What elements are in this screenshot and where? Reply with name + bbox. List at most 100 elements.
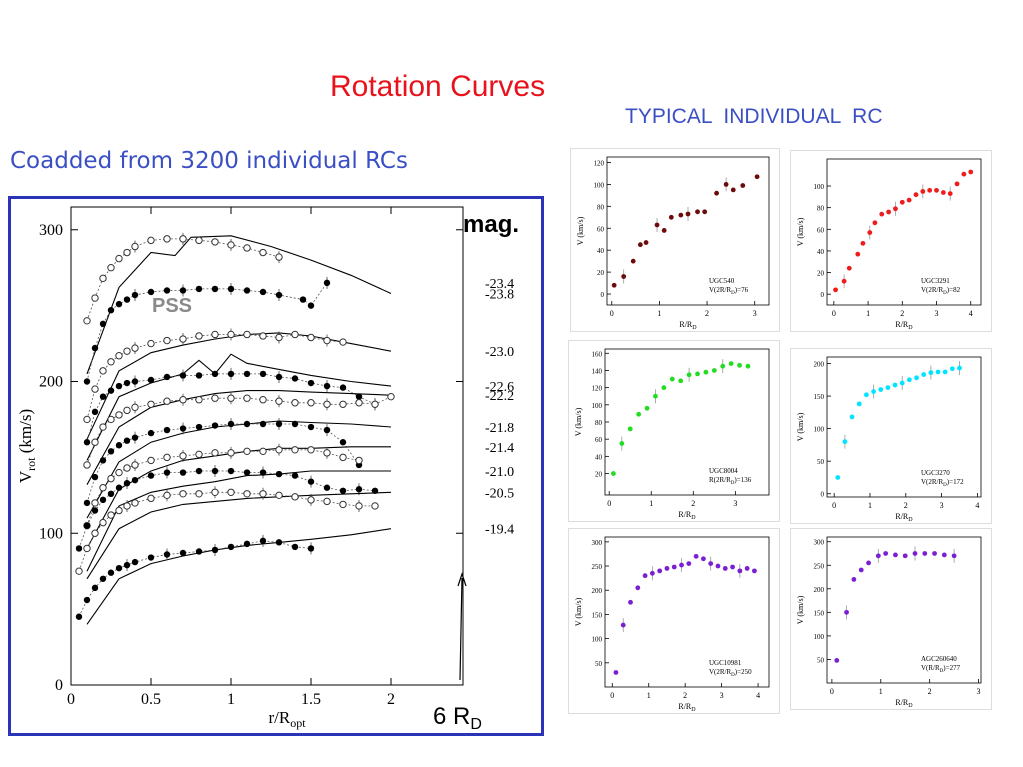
data-point-open (131, 403, 139, 412)
data-point-filled (339, 439, 347, 446)
data-point-open (107, 474, 115, 483)
data-point (841, 278, 847, 284)
data-point (899, 199, 905, 205)
data-point (902, 553, 908, 559)
data-point-open (195, 396, 203, 404)
data-point (611, 471, 616, 476)
data-point (642, 573, 648, 579)
data-point-filled (195, 467, 203, 475)
data-point (661, 228, 667, 233)
y-tick-label: 50 (817, 656, 825, 664)
data-point-filled (107, 448, 115, 455)
data-point (744, 566, 750, 571)
data-point-filled (107, 306, 115, 314)
data-point-open (99, 423, 107, 431)
data-point (849, 414, 855, 420)
data-point (702, 209, 708, 215)
data-point (620, 622, 626, 628)
data-point-open (91, 294, 99, 302)
x-tick-label: 1 (227, 691, 235, 708)
y-tick-label: 60 (595, 436, 603, 444)
data-point-open (291, 493, 299, 501)
galaxy-param: V(R/RD)=277 (921, 664, 961, 674)
data-connector (86, 423, 360, 504)
data-point (695, 209, 700, 215)
data-point-open (211, 488, 219, 496)
data-point (951, 553, 957, 559)
data-point (883, 551, 889, 556)
data-point-filled (75, 613, 83, 620)
x-tick-label: 0 (607, 499, 611, 508)
data-point-open (195, 236, 203, 245)
data-point (893, 552, 898, 558)
data-point-open (163, 235, 171, 243)
slide-title: Rotation Curves (330, 70, 546, 103)
model-line (86, 353, 392, 461)
galaxy-name: UGC3270 (921, 469, 950, 477)
data-point-filled (275, 373, 283, 381)
data-point-filled (291, 375, 299, 382)
y-tick-label: 20 (597, 269, 605, 277)
data-point-open (371, 502, 379, 510)
x-axis-label: R/RD (679, 320, 697, 331)
x-tick-label: 0 (67, 691, 75, 708)
data-point (627, 426, 633, 432)
data-point-open (99, 484, 107, 492)
data-point-open (163, 491, 171, 500)
data-point-open (131, 499, 139, 507)
data-point-open (107, 415, 115, 424)
y-tick-label: 60 (597, 225, 605, 233)
data-point-open (179, 490, 187, 498)
data-point-open (355, 456, 363, 465)
data-point-filled (163, 551, 171, 558)
data-point-filled (115, 564, 123, 572)
data-point-filled (147, 554, 155, 561)
data-point-filled (123, 379, 131, 387)
data-point-open (211, 394, 219, 402)
x-axis-label: R/RD (678, 702, 696, 713)
magnitude-label: -22.6 (485, 380, 514, 395)
coadded-rotation-curve-chart: 0 0.5 1 1.5 2 0 100 200 300 r/Ropt Vrot (km/s) -23.… (16, 206, 514, 730)
data-point-open (243, 394, 251, 402)
y-tick-label: 0 (821, 291, 825, 299)
x-tick-label: 2 (387, 691, 395, 708)
data-point-filled (275, 291, 283, 299)
data-point (678, 212, 684, 218)
magnitude-label: -21.4 (485, 441, 514, 456)
data-point-open (307, 496, 315, 504)
data-point (940, 190, 946, 195)
x-tick-label: 0.5 (141, 691, 161, 708)
y-tick-label: 200 (592, 587, 603, 595)
data-point (701, 556, 706, 562)
data-point (657, 568, 663, 574)
y-tick-label: 100 (592, 636, 603, 644)
data-point-filled (339, 487, 347, 494)
data-point-open (211, 238, 219, 246)
data-point-filled (163, 469, 171, 476)
data-point-open (275, 397, 283, 405)
data-point-open (211, 330, 219, 339)
data-point (886, 209, 891, 215)
data-point-open (291, 330, 299, 339)
data-point-filled (83, 596, 91, 604)
rc-panel-ugc540: 0 1 2 3 0 20 40 60 80 100 120 R/RD V (km/s) UGC540V(2… (570, 148, 780, 332)
data-point-open (291, 446, 299, 454)
data-point-open (259, 490, 267, 498)
data-point-filled (307, 478, 315, 485)
data-point-open (307, 446, 315, 454)
data-point-open (83, 317, 91, 325)
y-tick-label: 0 (55, 677, 63, 694)
data-point (835, 475, 841, 480)
data-point-filled (107, 387, 115, 394)
y-tick-label: 40 (595, 453, 603, 461)
y-tick-label: 200 (39, 374, 63, 391)
data-point-open (99, 274, 107, 283)
data-point-filled (131, 378, 139, 385)
x-tick-label: 1 (866, 309, 870, 318)
data-point (968, 169, 974, 175)
data-point (872, 220, 878, 226)
data-point-filled (179, 287, 187, 294)
x-tick-label: 0 (610, 691, 614, 700)
data-point-filled (227, 285, 235, 293)
x-tick-label: 3 (753, 309, 757, 318)
